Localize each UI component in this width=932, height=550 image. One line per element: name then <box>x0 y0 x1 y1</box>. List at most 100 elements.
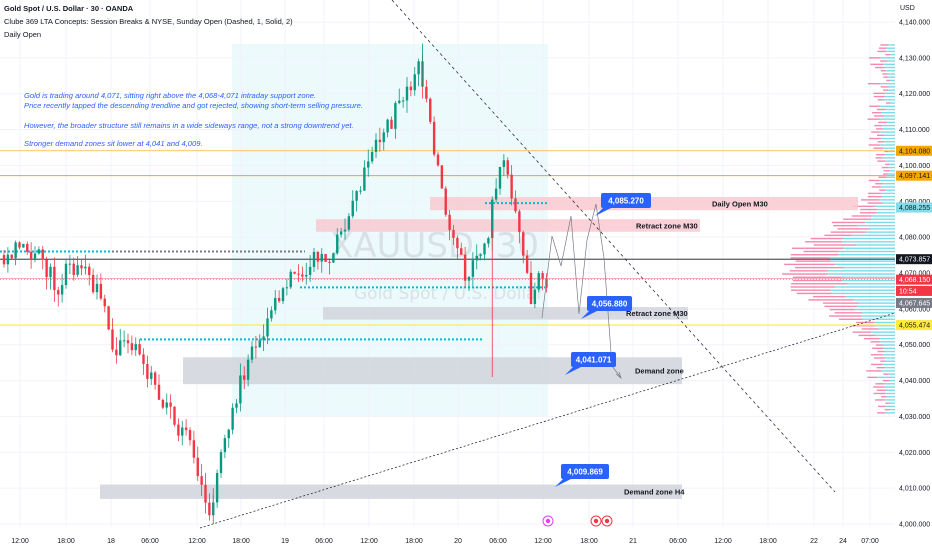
profile-bar-up <box>879 144 895 146</box>
price-callout[interactable]: 4,085.270 <box>595 193 651 216</box>
price-tick-label: 4,070.000 <box>899 271 930 278</box>
price-callout[interactable]: 4,009.869 <box>555 464 609 487</box>
profile-bar-down <box>808 299 854 301</box>
candle-body <box>60 285 64 295</box>
profile-bar-up <box>871 215 895 217</box>
price-tick-label: 4,060.000 <box>899 306 930 313</box>
candle-body <box>177 424 180 436</box>
profile-bar-up <box>884 386 895 388</box>
profile-bar-down <box>871 186 882 188</box>
time-tick-label: 24 <box>839 538 847 545</box>
profile-bar-up <box>880 192 895 195</box>
profile-bar-up <box>887 173 895 175</box>
candle-body <box>246 359 250 380</box>
price-callout[interactable]: 4,056.880 <box>581 296 632 319</box>
price-badge-label: 4,073.857 <box>899 257 930 264</box>
profile-bar-up <box>890 102 895 104</box>
time-tick-label: 12:00 <box>360 538 378 545</box>
time-tick-label: 12:00 <box>188 538 206 545</box>
profile-bar-down <box>867 376 878 379</box>
zones-layer[interactable]: Daily Open M30 Retract zone M30 Retract zo… <box>100 196 858 499</box>
profile-bar-up <box>856 224 895 227</box>
profile-bar-down <box>875 183 883 185</box>
price-badge-label: 4,067.645 <box>899 300 930 307</box>
profile-bar-up <box>874 205 895 208</box>
profile-bar-up <box>884 95 895 98</box>
price-badge <box>896 320 932 331</box>
profile-bar-down <box>885 102 891 104</box>
zone-label: Retract zone M30 <box>626 309 688 318</box>
projection-path[interactable] <box>541 203 622 379</box>
price-tick-label: 4,050.000 <box>899 342 930 349</box>
trendlines-layer[interactable] <box>199 0 896 529</box>
profile-bar-down <box>880 86 889 88</box>
time-tick-label: 06:00 <box>141 538 159 545</box>
daily-open-title[interactable]: Daily Open <box>4 30 42 39</box>
profile-bar-up <box>882 157 895 159</box>
candle-body <box>266 318 269 337</box>
profile-bar-up <box>884 134 895 137</box>
profile-bar-down <box>875 157 883 159</box>
candle-body <box>502 160 506 167</box>
candle-body <box>386 119 389 133</box>
profile-bar-up <box>882 195 895 198</box>
candles-layer <box>2 43 548 524</box>
profile-bar-down <box>870 354 883 356</box>
candle-body <box>64 263 68 286</box>
profile-bar-up <box>847 283 895 285</box>
candle-body <box>10 254 13 259</box>
price-badge <box>896 285 932 296</box>
candle-body <box>188 430 192 441</box>
descending-trendline[interactable] <box>391 0 836 493</box>
time-axis[interactable]: 12:00 18:00 18 06:00 12:00 18:00 19 06:00 12:00 1… <box>0 530 895 550</box>
candle-body <box>122 340 126 342</box>
time-axis-background <box>0 530 895 550</box>
profile-bar-up <box>883 147 895 149</box>
candle-body <box>119 340 122 356</box>
candle-body <box>161 399 165 408</box>
profile-bar-down <box>852 331 871 333</box>
callouts-layer[interactable]: 4,085.270 4,056.880 4,041.071 4,009.869 <box>555 193 651 487</box>
time-tick-label: 21 <box>629 538 637 545</box>
zone-rect[interactable] <box>100 484 682 499</box>
profile-bar-down <box>882 73 888 75</box>
profile-bar-down <box>791 283 848 285</box>
profile-bar-up <box>888 76 895 78</box>
zone-rect[interactable] <box>316 219 700 232</box>
candle-body <box>103 298 106 307</box>
symbol-title[interactable]: Gold Spot / U.S. Dollar · 30 · OANDA <box>4 4 134 13</box>
watermark: XAUUSD, 30 Gold Spot / U.S. Dollar <box>330 226 543 304</box>
candle-body <box>347 216 351 230</box>
candle-body <box>14 242 17 259</box>
profile-bar-down <box>867 118 880 120</box>
price-callout[interactable]: 4,041.071 <box>565 352 616 375</box>
profile-bar-down <box>868 192 881 195</box>
profile-bar-up <box>884 350 895 353</box>
profile-bar-up <box>841 241 895 243</box>
event-markers[interactable] <box>542 515 613 527</box>
candle-body <box>219 452 223 473</box>
ascending-trendline[interactable] <box>199 312 896 529</box>
time-tick-label: 06:00 <box>669 538 687 545</box>
price-tick-label: 4,030.000 <box>899 414 930 421</box>
profile-bar-up <box>870 331 895 333</box>
candle-body <box>541 273 544 279</box>
profile-bar-down <box>833 224 857 227</box>
candle-body <box>293 271 296 274</box>
candle-body <box>537 273 540 290</box>
indicator-title[interactable]: Clube 369 LTA Concepts: Session Breaks &… <box>4 17 293 26</box>
profile-bar-up <box>879 341 895 343</box>
candle-body <box>227 429 230 439</box>
profile-bar-down <box>883 76 889 78</box>
time-tick-label: 12:00 <box>714 538 732 545</box>
profile-bar-down <box>795 260 831 262</box>
candle-body <box>471 260 475 277</box>
profile-bar-down <box>873 147 884 149</box>
profile-bar-up <box>887 73 895 75</box>
profile-bar-down <box>875 399 885 401</box>
profile-bar-down <box>829 308 855 311</box>
candle-body <box>95 283 99 293</box>
candle-body <box>498 166 502 189</box>
profile-bar-down <box>867 195 883 198</box>
